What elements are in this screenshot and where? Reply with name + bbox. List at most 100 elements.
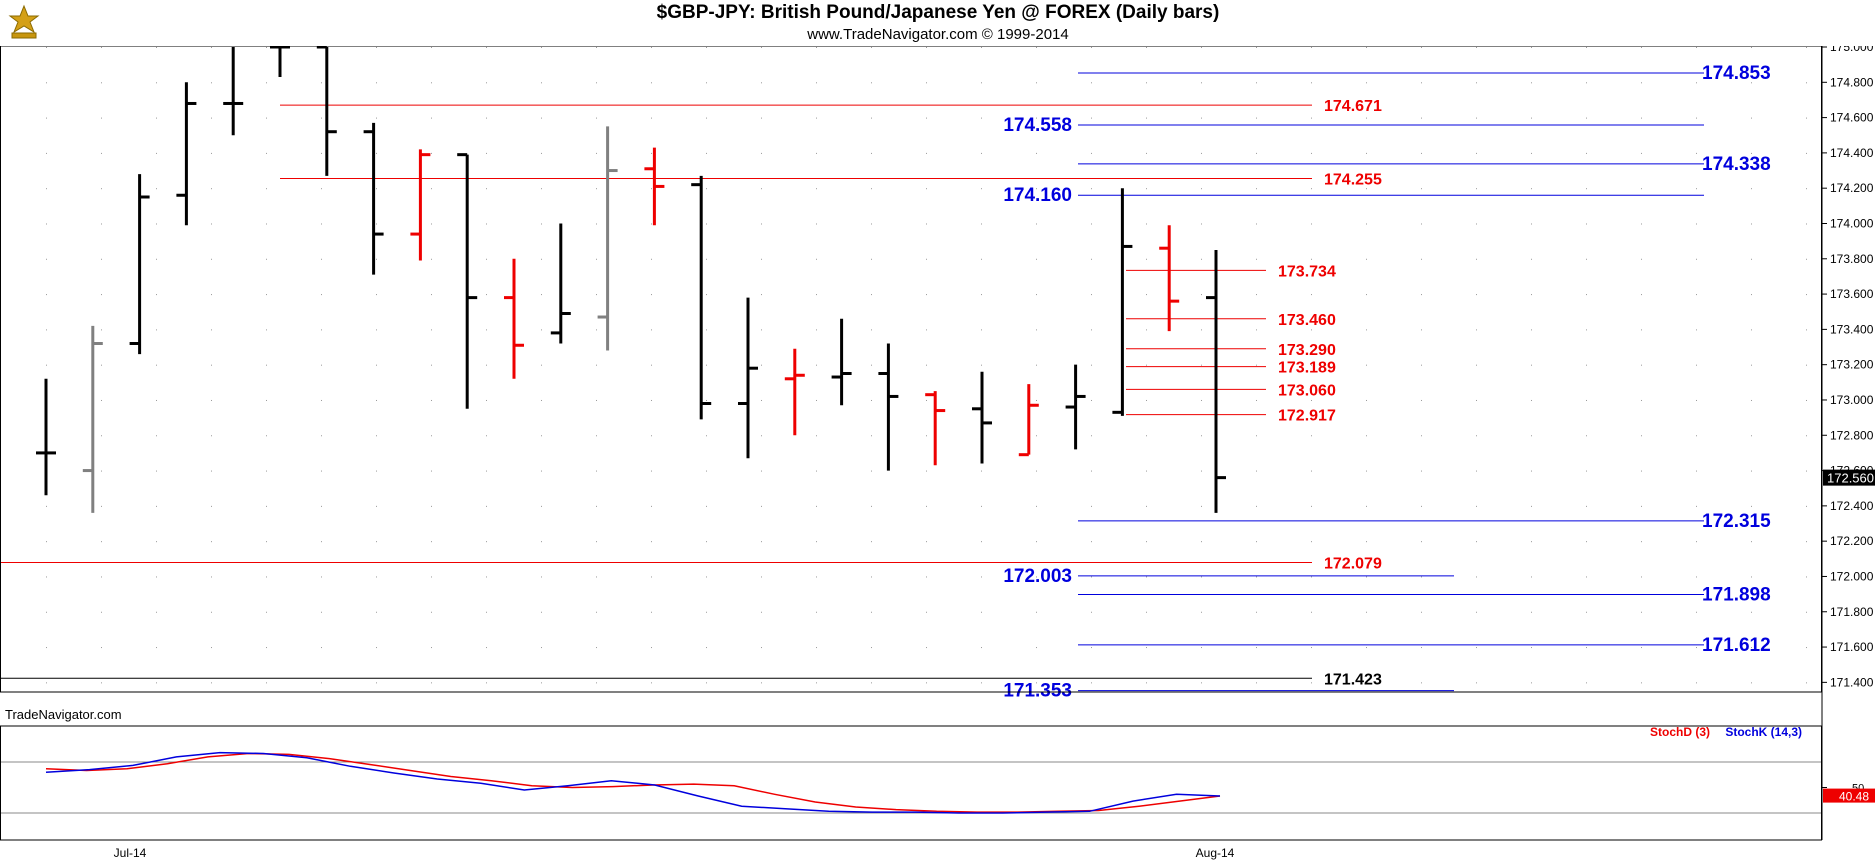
grid-dot	[1476, 364, 1477, 366]
grid-dot	[101, 117, 102, 119]
grid-dot	[376, 611, 377, 613]
grid-dot	[871, 152, 872, 154]
grid-dot	[1476, 117, 1477, 119]
grid-dot	[1146, 647, 1147, 649]
grid-dot	[1806, 470, 1807, 472]
level-label: 172.315	[1702, 511, 1771, 532]
grid-dot	[761, 435, 762, 437]
grid-dot	[1641, 82, 1642, 84]
grid-dot	[926, 541, 927, 543]
level-label: 174.160	[1003, 185, 1072, 206]
grid-dot	[1201, 611, 1202, 613]
grid-dot	[541, 611, 542, 613]
grid-dot	[431, 82, 432, 84]
grid-dot	[541, 435, 542, 437]
grid-dot	[541, 682, 542, 684]
grid-dot	[1256, 223, 1257, 225]
grid-dot	[1201, 258, 1202, 260]
chart-header: $GBP-JPY: British Pound/Japanese Yen @ F…	[0, 0, 1876, 46]
grid-dot	[1091, 541, 1092, 543]
grid-dot	[486, 611, 487, 613]
grid-dot	[761, 364, 762, 366]
grid-dot	[926, 364, 927, 366]
grid-dot	[1586, 682, 1587, 684]
grid-dot	[981, 470, 982, 472]
grid-dot	[101, 329, 102, 331]
grid-dot	[1036, 399, 1037, 401]
grid-dot	[321, 364, 322, 366]
grid-dot	[1311, 576, 1312, 578]
grid-dot	[1201, 505, 1202, 507]
grid-dot	[1696, 505, 1697, 507]
grid-dot	[1641, 294, 1642, 296]
grid-dot	[1751, 611, 1752, 613]
grid-dot	[541, 47, 542, 48]
grid-dot	[596, 611, 597, 613]
grid-dot	[211, 82, 212, 84]
grid-dot	[1531, 329, 1532, 331]
grid-dot	[1146, 399, 1147, 401]
grid-dot	[1036, 329, 1037, 331]
grid-dot	[431, 117, 432, 119]
grid-dot	[981, 188, 982, 190]
ohlc-bar	[925, 391, 946, 466]
grid-dot	[1641, 364, 1642, 366]
grid-dot	[1091, 682, 1092, 684]
grid-dot	[1256, 364, 1257, 366]
grid-dot	[211, 258, 212, 260]
grid-dot	[1531, 294, 1532, 296]
grid-dot	[1531, 576, 1532, 578]
grid-dot	[156, 364, 157, 366]
grid-dot	[1641, 188, 1642, 190]
grid-dot	[1366, 294, 1367, 296]
grid-dot	[1476, 258, 1477, 260]
grid-dot	[1751, 188, 1752, 190]
grid-dot	[1641, 258, 1642, 260]
grid-dot	[486, 682, 487, 684]
level-label: 172.079	[1324, 556, 1382, 573]
grid-dot	[596, 152, 597, 154]
grid-dot	[596, 188, 597, 190]
grid-dot	[1751, 47, 1752, 48]
grid-dot	[1311, 541, 1312, 543]
grid-dot	[1421, 329, 1422, 331]
grid-dot	[1421, 47, 1422, 48]
grid-dot	[46, 294, 47, 296]
grid-dot	[1641, 576, 1642, 578]
grid-dot	[981, 541, 982, 543]
grid-dot	[871, 470, 872, 472]
grid-dot	[1421, 611, 1422, 613]
grid-dot	[431, 541, 432, 543]
grid-dot	[1696, 399, 1697, 401]
grid-dot	[376, 541, 377, 543]
grid-dot	[1311, 611, 1312, 613]
grid-dot	[1366, 82, 1367, 84]
ohlc-bar	[129, 174, 150, 355]
grid-dot	[706, 329, 707, 331]
grid-dot	[1476, 541, 1477, 543]
grid-dot	[431, 329, 432, 331]
grid-dot	[1421, 576, 1422, 578]
grid-dot	[376, 223, 377, 225]
grid-dot	[156, 258, 157, 260]
grid-dot	[1311, 258, 1312, 260]
grid-dot	[211, 364, 212, 366]
grid-dot	[1311, 117, 1312, 119]
grid-dot	[266, 611, 267, 613]
grid-dot	[706, 399, 707, 401]
grid-dot	[1036, 435, 1037, 437]
tick-label: 172.800	[1830, 428, 1874, 442]
grid-dot	[1256, 399, 1257, 401]
grid-dot	[1146, 294, 1147, 296]
ohlc-bar	[270, 45, 290, 78]
grid-dot	[596, 505, 597, 507]
grid-dot	[1476, 294, 1477, 296]
grid-dot	[431, 294, 432, 296]
grid-dot	[101, 152, 102, 154]
grid-dot	[431, 435, 432, 437]
grid-dot	[651, 258, 652, 260]
grid-dot	[1146, 329, 1147, 331]
grid-dot	[211, 117, 212, 119]
grid-dot	[156, 682, 157, 684]
